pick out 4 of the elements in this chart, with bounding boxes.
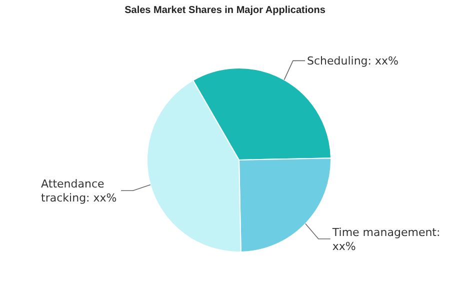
slice-label: Time management: xx% xyxy=(331,226,440,253)
slice-label: Scheduling: xx% xyxy=(307,54,398,68)
chart-title: Sales Market Shares in Major Applications xyxy=(124,5,326,16)
slice-label: Attendance tracking: xx% xyxy=(41,178,117,205)
